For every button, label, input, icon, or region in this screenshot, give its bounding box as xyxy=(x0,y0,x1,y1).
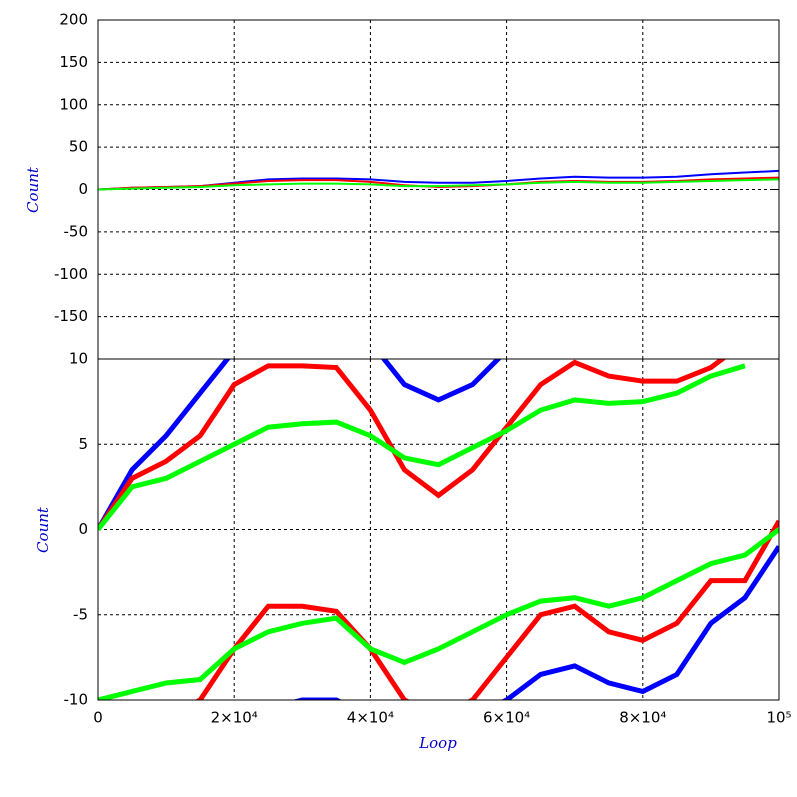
y-axis-label: Count xyxy=(34,506,52,553)
x-tick-label: 0 xyxy=(93,709,103,727)
plot-frame xyxy=(97,358,780,701)
series-line xyxy=(98,359,502,531)
series-line xyxy=(98,359,727,531)
x-tick-label: 2×10⁴ xyxy=(211,709,258,727)
series-line xyxy=(98,527,779,700)
y-tick-label: 100 xyxy=(59,95,88,113)
y-tick-label: -50 xyxy=(64,222,89,240)
series-line xyxy=(98,363,746,532)
y-tick-label: 0 xyxy=(78,520,88,538)
y-tick-label: 0 xyxy=(78,180,88,198)
y-tick-label: 200 xyxy=(59,11,88,29)
x-axis-label: Loop xyxy=(418,734,457,752)
y-axis-label: Count xyxy=(24,166,42,213)
x-tick-label: 8×10⁴ xyxy=(619,709,666,727)
series-line xyxy=(194,519,779,700)
y-tick-label: 10 xyxy=(69,350,88,368)
y-tick-label: -10 xyxy=(64,691,89,709)
y-tick-label: 150 xyxy=(59,53,88,71)
x-tick-label: 4×10⁴ xyxy=(347,709,394,727)
y-tick-label: 50 xyxy=(69,138,88,156)
series-line xyxy=(292,545,779,700)
x-tick-label: 6×10⁴ xyxy=(483,709,530,727)
x-tick-label: 10⁵ xyxy=(766,709,791,727)
y-tick-label: -150 xyxy=(54,307,88,325)
series-line xyxy=(98,178,779,191)
y-tick-label: -5 xyxy=(73,605,88,623)
y-tick-label: 5 xyxy=(78,435,88,453)
y-tick-label: -100 xyxy=(54,265,88,283)
